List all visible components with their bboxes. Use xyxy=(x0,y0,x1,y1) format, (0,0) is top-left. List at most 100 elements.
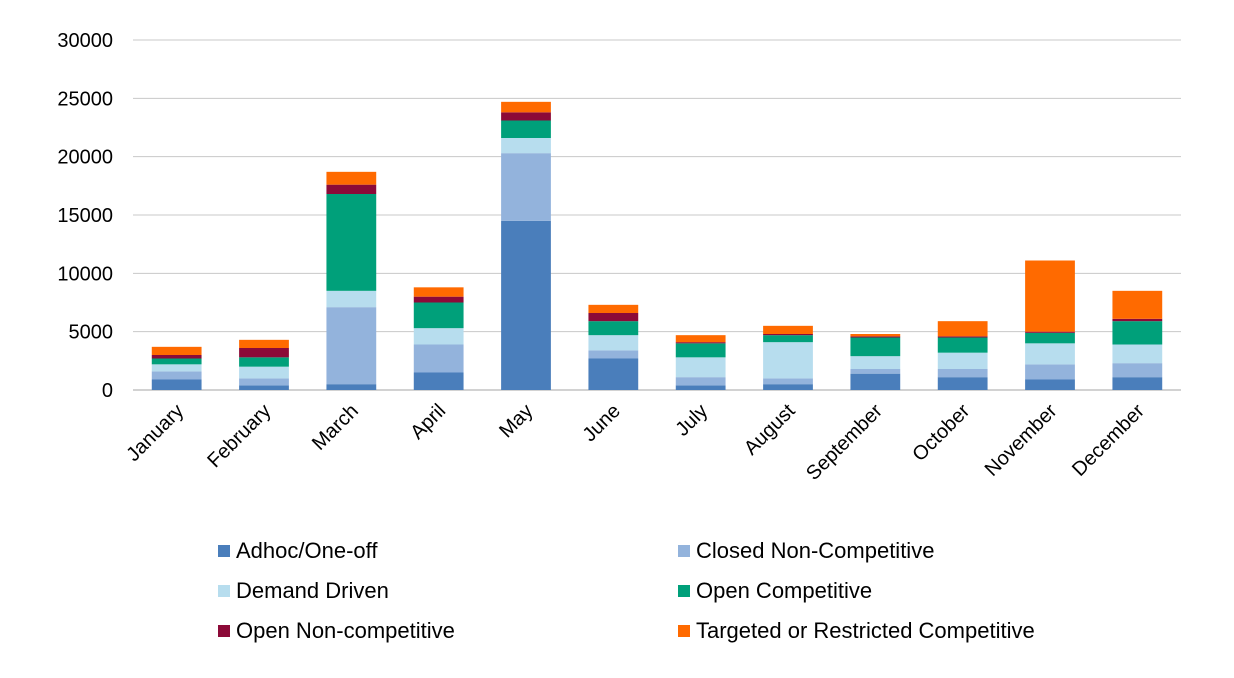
bar-segment xyxy=(413,296,464,303)
bar-segment xyxy=(326,384,377,390)
x-tick-label: December xyxy=(1068,400,1149,481)
bar-segment xyxy=(501,101,551,113)
bar-segment xyxy=(501,120,551,138)
bar-segment xyxy=(326,171,377,185)
bar-segment xyxy=(1112,321,1163,345)
legend-swatch xyxy=(218,584,230,597)
y-tick-label: 0 xyxy=(102,380,113,402)
bar-segment xyxy=(588,321,639,336)
bar-segment xyxy=(763,334,813,336)
bar-segment xyxy=(239,348,289,358)
legend-label: Targeted or Restricted Competitive xyxy=(696,617,1035,643)
bar-segment xyxy=(413,302,464,329)
bar-segment xyxy=(1025,343,1075,365)
bar-segment xyxy=(239,378,289,386)
bar-segment xyxy=(763,384,813,390)
y-tick-label: 10000 xyxy=(57,263,113,285)
legend-swatch xyxy=(678,584,690,597)
bar-segment xyxy=(501,112,551,121)
bar-segment xyxy=(239,357,289,367)
bar-segment xyxy=(501,153,551,221)
legend-item: Open Non-competitive xyxy=(218,617,678,644)
bar-segment xyxy=(675,357,726,378)
bar-segment xyxy=(151,346,202,355)
bar-segment xyxy=(413,287,464,297)
bar-segment xyxy=(937,337,988,353)
legend-label: Adhoc/One-off xyxy=(236,537,378,563)
bar-segment xyxy=(588,358,639,390)
bar-segment xyxy=(850,356,901,369)
bar-segment xyxy=(151,364,202,372)
bar-segment xyxy=(763,335,813,343)
bar-segment xyxy=(326,290,377,308)
bar-segment xyxy=(675,377,726,386)
bar-segment xyxy=(850,369,901,374)
y-tick-label: 30000 xyxy=(57,30,113,52)
x-tick-label: August xyxy=(740,400,800,460)
bar-segment xyxy=(1112,344,1163,364)
bar-segment xyxy=(501,138,551,154)
bars xyxy=(151,101,1163,390)
x-tick-label: September xyxy=(802,400,887,485)
x-tick-label: April xyxy=(406,400,450,444)
legend-label: Closed Non-Competitive xyxy=(696,537,935,563)
legend: Adhoc/One-off Closed Non-Competitive Deman… xyxy=(218,537,1178,644)
bar-segment xyxy=(850,334,901,337)
legend-label: Open Competitive xyxy=(696,577,873,603)
bar-segment xyxy=(1025,379,1075,390)
legend-item: Closed Non-Competitive xyxy=(678,537,1138,564)
bar-segment xyxy=(937,336,988,338)
bar-segment xyxy=(850,336,901,338)
bar-segment xyxy=(501,220,551,390)
legend-label: Open Non-competitive xyxy=(236,617,455,643)
bar-segment xyxy=(937,377,988,390)
x-tick-label: January xyxy=(122,400,188,466)
bar-segment xyxy=(850,337,901,357)
bar-segment xyxy=(588,335,639,351)
y-tick-label: 20000 xyxy=(57,147,113,169)
bar-segment xyxy=(413,372,464,390)
legend-item: Demand Driven xyxy=(218,577,678,604)
bar-segment xyxy=(1025,332,1075,344)
x-tick-label: February xyxy=(203,400,275,472)
legend-label: Demand Driven xyxy=(236,577,389,603)
bar-segment xyxy=(151,358,202,365)
bar-segment xyxy=(937,352,988,369)
bar-segment xyxy=(1112,290,1163,319)
bar-segment xyxy=(850,373,901,390)
bar-segment xyxy=(239,385,289,390)
legend-swatch xyxy=(218,544,230,557)
x-tick-labels: January February March April May June July Augu… xyxy=(122,400,1149,485)
bar-segment xyxy=(675,335,726,343)
bar-segment xyxy=(151,355,202,359)
bar-segment xyxy=(937,321,988,337)
bar-segment xyxy=(763,378,813,385)
bar-segment xyxy=(1112,363,1163,378)
y-tick-label: 15000 xyxy=(57,205,113,227)
bar-segment xyxy=(675,343,726,358)
bar-segment xyxy=(763,325,813,334)
bar-segment xyxy=(937,369,988,378)
bar-segment xyxy=(239,339,289,348)
bar-segment xyxy=(675,342,726,344)
bar-segment xyxy=(1025,364,1075,380)
bar-segment xyxy=(588,350,639,359)
y-tick-labels: 0 5000 10000 15000 20000 25000 30000 xyxy=(57,30,113,402)
x-tick-label: October xyxy=(908,400,974,466)
bar-segment xyxy=(588,304,639,313)
bar-segment xyxy=(151,379,202,390)
bar-segment xyxy=(1112,318,1163,322)
y-tick-label: 5000 xyxy=(69,322,114,344)
x-tick-label: July xyxy=(671,400,712,441)
legend-item: Open Competitive xyxy=(678,577,1138,604)
bar-segment xyxy=(413,344,464,373)
stacked-bar-chart: 0 5000 10000 15000 20000 25000 30000 January Fe… xyxy=(57,30,1181,485)
x-tick-label: May xyxy=(495,400,537,442)
bar-segment xyxy=(326,184,377,194)
bar-segment xyxy=(326,194,377,291)
legend-swatch xyxy=(218,624,230,637)
gridlines xyxy=(133,39,1181,391)
legend-item: Targeted or Restricted Competitive xyxy=(678,617,1138,644)
x-tick-label: June xyxy=(579,400,625,446)
x-tick-label: November xyxy=(981,400,1062,481)
